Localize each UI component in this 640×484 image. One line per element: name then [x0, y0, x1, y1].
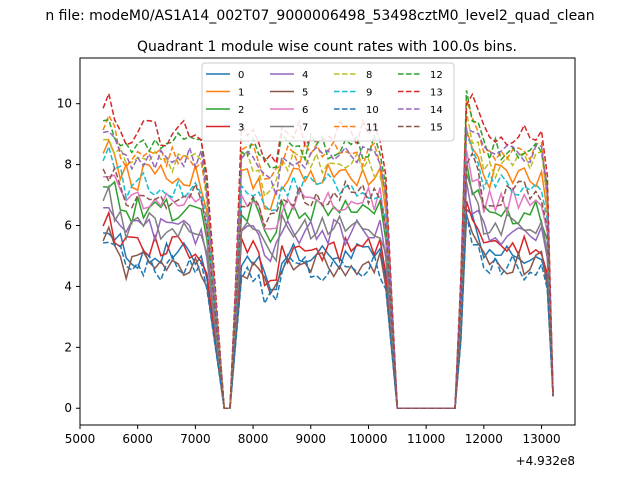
legend-label-14: 14: [430, 105, 443, 116]
plot-frame: [79, 57, 576, 426]
series-line-12: [102, 90, 554, 409]
series-line-10: [103, 213, 554, 409]
legend-label-5: 5: [302, 88, 308, 99]
x-tick-label: 12000: [465, 432, 503, 446]
y-tick-label: 2: [64, 340, 72, 354]
x-offset-label: +4.932e8: [516, 454, 575, 468]
y-tick-label: 8: [64, 158, 72, 172]
legend-label-12: 12: [430, 70, 443, 81]
y-tick-label: 4: [64, 279, 72, 293]
series-line-14: [102, 127, 554, 409]
series-line-8: [103, 111, 554, 409]
legend-label-2: 2: [238, 105, 244, 116]
x-tick-label: 6000: [122, 432, 153, 446]
series-line-0: [103, 207, 554, 409]
legend-box: [201, 62, 455, 142]
legend-label-15: 15: [430, 123, 443, 134]
x-tick-label: 5000: [65, 432, 96, 446]
y-axis: 0 2 4 6 8 10: [57, 97, 80, 415]
legend-label-8: 8: [366, 70, 372, 81]
y-tick-label: 10: [57, 97, 72, 111]
x-tick-label: 11000: [407, 432, 445, 446]
legend-label-4: 4: [302, 70, 308, 81]
legend-label-10: 10: [366, 105, 379, 116]
series-line-6: [103, 149, 554, 409]
series-line-1: [102, 129, 554, 409]
series-line-15: [102, 151, 554, 409]
legend-label-1: 1: [238, 88, 244, 99]
legend-label-0: 0: [238, 70, 244, 81]
legend-label-7: 7: [302, 123, 308, 134]
x-axis: 5000 6000 7000 8000 9000 10000 11000 12000 13000: [65, 425, 561, 446]
chart-title: Quadrant 1 module wise count rates with …: [137, 39, 517, 55]
legend-label-3: 3: [238, 123, 244, 134]
x-tick-label: 9000: [295, 432, 326, 446]
x-tick-label: 10000: [349, 432, 387, 446]
legend-label-9: 9: [366, 88, 372, 99]
x-tick-label: 8000: [238, 432, 269, 446]
series-line-9: [102, 132, 554, 409]
y-tick-label: 6: [64, 219, 72, 233]
chart-suptitle: n file: modeM0/AS1A14_002T07_9000006498_…: [45, 8, 594, 24]
legend-label-13: 13: [430, 88, 443, 99]
series-line-5: [102, 214, 554, 409]
series-line-4: [103, 181, 554, 409]
series-line-7: [102, 173, 554, 409]
x-tick-label: 7000: [180, 432, 211, 446]
legend-label-11: 11: [366, 123, 379, 134]
series-line-2: [103, 162, 554, 409]
x-tick-label: 13000: [522, 432, 560, 446]
legend-label-6: 6: [302, 105, 308, 116]
y-tick-label: 0: [64, 401, 72, 415]
